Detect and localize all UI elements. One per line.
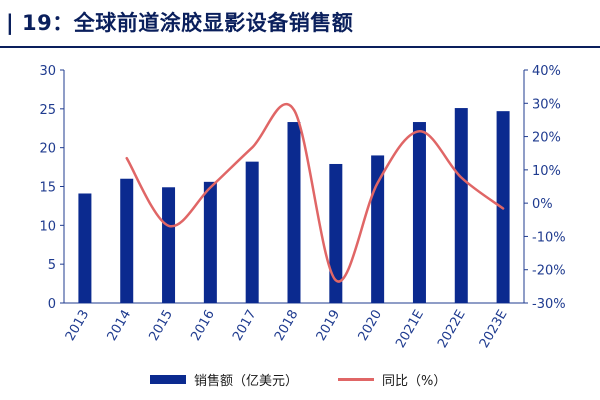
bar bbox=[329, 163, 343, 303]
bar bbox=[371, 155, 385, 303]
bar bbox=[203, 181, 217, 303]
bar bbox=[162, 187, 176, 303]
y-left-tick-label: 10 bbox=[39, 219, 56, 234]
y-right-tick-label: -20% bbox=[532, 264, 566, 279]
x-tick-label: 2022E bbox=[435, 308, 469, 351]
y-left-tick-label: 15 bbox=[39, 181, 56, 196]
y-left-tick-label: 5 bbox=[48, 258, 56, 273]
y-left-tick-label: 0 bbox=[48, 297, 56, 312]
title-bar: | 19：全球前道涂胶显影设备销售额 bbox=[0, 0, 600, 44]
y-right-tick-label: 30% bbox=[532, 97, 561, 112]
x-tick-label: 2013 bbox=[63, 308, 93, 344]
x-tick-label: 2018 bbox=[272, 308, 302, 344]
x-tick-label: 2021E bbox=[393, 308, 427, 351]
legend-swatch-line bbox=[338, 378, 375, 381]
x-tick-label: 2023E bbox=[477, 308, 511, 351]
y-right-tick-label: -10% bbox=[532, 230, 566, 245]
bar bbox=[412, 122, 426, 303]
y-right-tick-label: 40% bbox=[532, 64, 561, 79]
legend-label-bar: 销售额（亿美元） bbox=[194, 374, 299, 389]
yoy-growth-line bbox=[125, 102, 505, 283]
x-tick-label: 2015 bbox=[146, 308, 176, 344]
x-tick-label: 2017 bbox=[230, 308, 260, 344]
bar bbox=[454, 108, 468, 303]
page-title: | 19：全球前道涂胶显影设备销售额 bbox=[6, 11, 354, 35]
title-underline bbox=[0, 46, 600, 48]
x-tick-label: 2016 bbox=[188, 308, 218, 344]
y-left-tick-label: 30 bbox=[39, 64, 56, 79]
y-right-tick-label: 20% bbox=[532, 131, 561, 146]
legend-item-line: 同比（%） bbox=[338, 370, 446, 389]
y-right-tick-label: -30% bbox=[532, 297, 566, 312]
y-left-tick-label: 20 bbox=[39, 142, 56, 157]
bar bbox=[78, 193, 92, 303]
x-tick-label: 2014 bbox=[105, 308, 135, 344]
legend-swatch-bar bbox=[150, 375, 186, 384]
bar bbox=[287, 122, 301, 303]
bar bbox=[120, 178, 134, 303]
legend-label-line: 同比（%） bbox=[382, 374, 447, 389]
legend: 销售额（亿美元） 同比（%） bbox=[150, 370, 446, 389]
y-right-tick-label: 0% bbox=[532, 197, 553, 212]
y-right-tick-label: 10% bbox=[532, 164, 561, 179]
y-left-tick-label: 25 bbox=[39, 103, 56, 118]
legend-item-bar: 销售额（亿美元） bbox=[150, 370, 298, 389]
x-tick-label: 2019 bbox=[314, 308, 344, 344]
x-tick-label: 2020 bbox=[356, 308, 386, 344]
bar bbox=[245, 161, 259, 303]
